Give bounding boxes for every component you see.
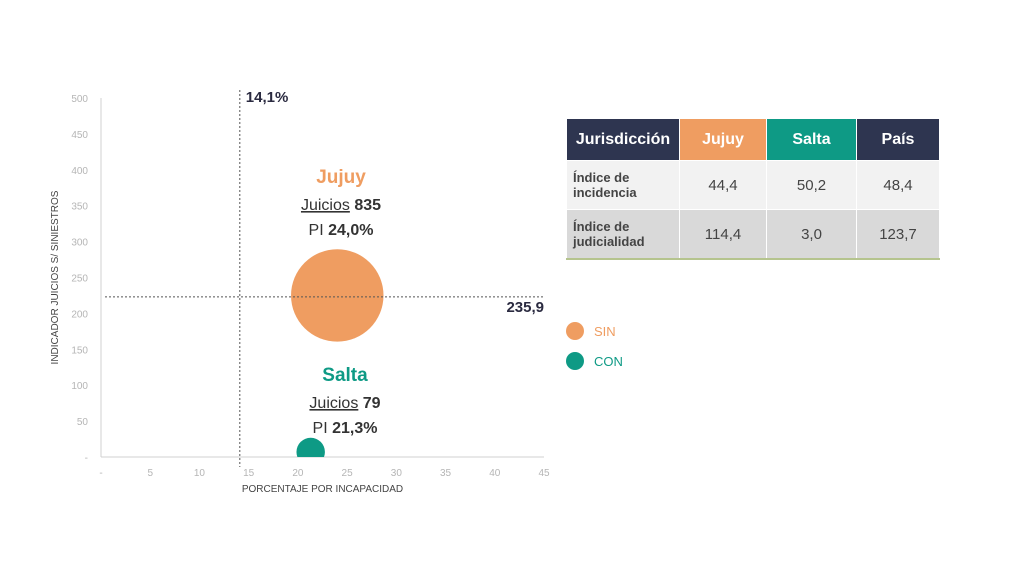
y-tick-label: 200 bbox=[71, 309, 88, 320]
legend-item-sin: SIN bbox=[566, 322, 616, 340]
bubble-pi-label: PI 21,3% bbox=[313, 420, 378, 437]
legend-label: CON bbox=[594, 353, 623, 369]
y-tick-label: 500 bbox=[71, 94, 88, 105]
y-tick-label: 300 bbox=[71, 238, 88, 249]
cell: 114,4 bbox=[679, 209, 767, 260]
row-label-line1: Índice de bbox=[573, 170, 630, 185]
bubble-salta bbox=[296, 437, 325, 457]
y-tick-label: 250 bbox=[71, 274, 88, 285]
jurisdiction-table: Jurisdicción Jujuy Salta País Índice de i… bbox=[566, 118, 940, 260]
y-tick-label: 100 bbox=[71, 381, 88, 392]
row-label: Índice de incidencia bbox=[566, 160, 680, 210]
vertical-reference-label: 14,1% bbox=[246, 89, 289, 106]
x-tick-label: 15 bbox=[243, 468, 255, 479]
header-jujuy: Jujuy bbox=[679, 118, 767, 161]
bubble-pi-label: PI 24,0% bbox=[309, 222, 374, 239]
x-tick-label: 35 bbox=[440, 468, 452, 479]
y-tick-label: 450 bbox=[71, 130, 88, 141]
row-label-line2: judicialidad bbox=[573, 234, 645, 249]
header-pais: País bbox=[856, 118, 940, 161]
bubble-juicios-label: Juicios 79 bbox=[309, 395, 380, 412]
legend-item-con: CON bbox=[566, 352, 623, 370]
x-tick-label: 40 bbox=[489, 468, 501, 479]
x-axis-label: PORCENTAJE POR INCAPACIDAD bbox=[242, 484, 403, 495]
legend-label: SIN bbox=[594, 323, 616, 339]
y-tick-label: 400 bbox=[71, 166, 88, 177]
cell: 48,4 bbox=[856, 160, 940, 210]
x-tick-label: 20 bbox=[292, 468, 304, 479]
table-header-row: Jurisdicción Jujuy Salta País bbox=[566, 118, 940, 161]
header-salta: Salta bbox=[766, 118, 857, 161]
y-axis-label: INDICADOR JUICIOS S/ SINIESTROS bbox=[50, 190, 61, 364]
x-tick-label: 5 bbox=[147, 468, 153, 479]
y-tick-label: - bbox=[85, 453, 88, 464]
row-label-line1: Índice de bbox=[573, 219, 630, 234]
bubble-title: Jujuy bbox=[316, 167, 366, 188]
legend-dot-icon bbox=[566, 352, 584, 370]
y-tick-label: 50 bbox=[77, 417, 89, 428]
header-jurisdiccion: Jurisdicción bbox=[566, 118, 680, 161]
x-tick-label: 30 bbox=[391, 468, 403, 479]
table-row: Índice de incidencia 44,4 50,2 48,4 bbox=[566, 160, 940, 210]
cell: 123,7 bbox=[856, 209, 940, 260]
cell: 3,0 bbox=[766, 209, 857, 260]
row-label: Índice de judicialidad bbox=[566, 209, 680, 260]
x-tick-label: - bbox=[99, 468, 102, 479]
bubble-title: Salta bbox=[322, 365, 368, 386]
x-tick-label: 10 bbox=[194, 468, 206, 479]
bubble-juicios-label: Juicios 835 bbox=[301, 197, 381, 214]
cell: 44,4 bbox=[679, 160, 767, 210]
bubble-jujuy bbox=[291, 249, 384, 342]
cell: 50,2 bbox=[766, 160, 857, 210]
y-tick-label: 150 bbox=[71, 345, 88, 356]
legend-dot-icon bbox=[566, 322, 584, 340]
row-label-line2: incidencia bbox=[573, 185, 637, 200]
horizontal-reference-label: 235,9 bbox=[506, 299, 544, 316]
x-tick-label: 25 bbox=[342, 468, 354, 479]
y-tick-label: 350 bbox=[71, 202, 88, 213]
x-tick-label: 45 bbox=[538, 468, 550, 479]
table-row: Índice de judicialidad 114,4 3,0 123,7 bbox=[566, 209, 940, 260]
